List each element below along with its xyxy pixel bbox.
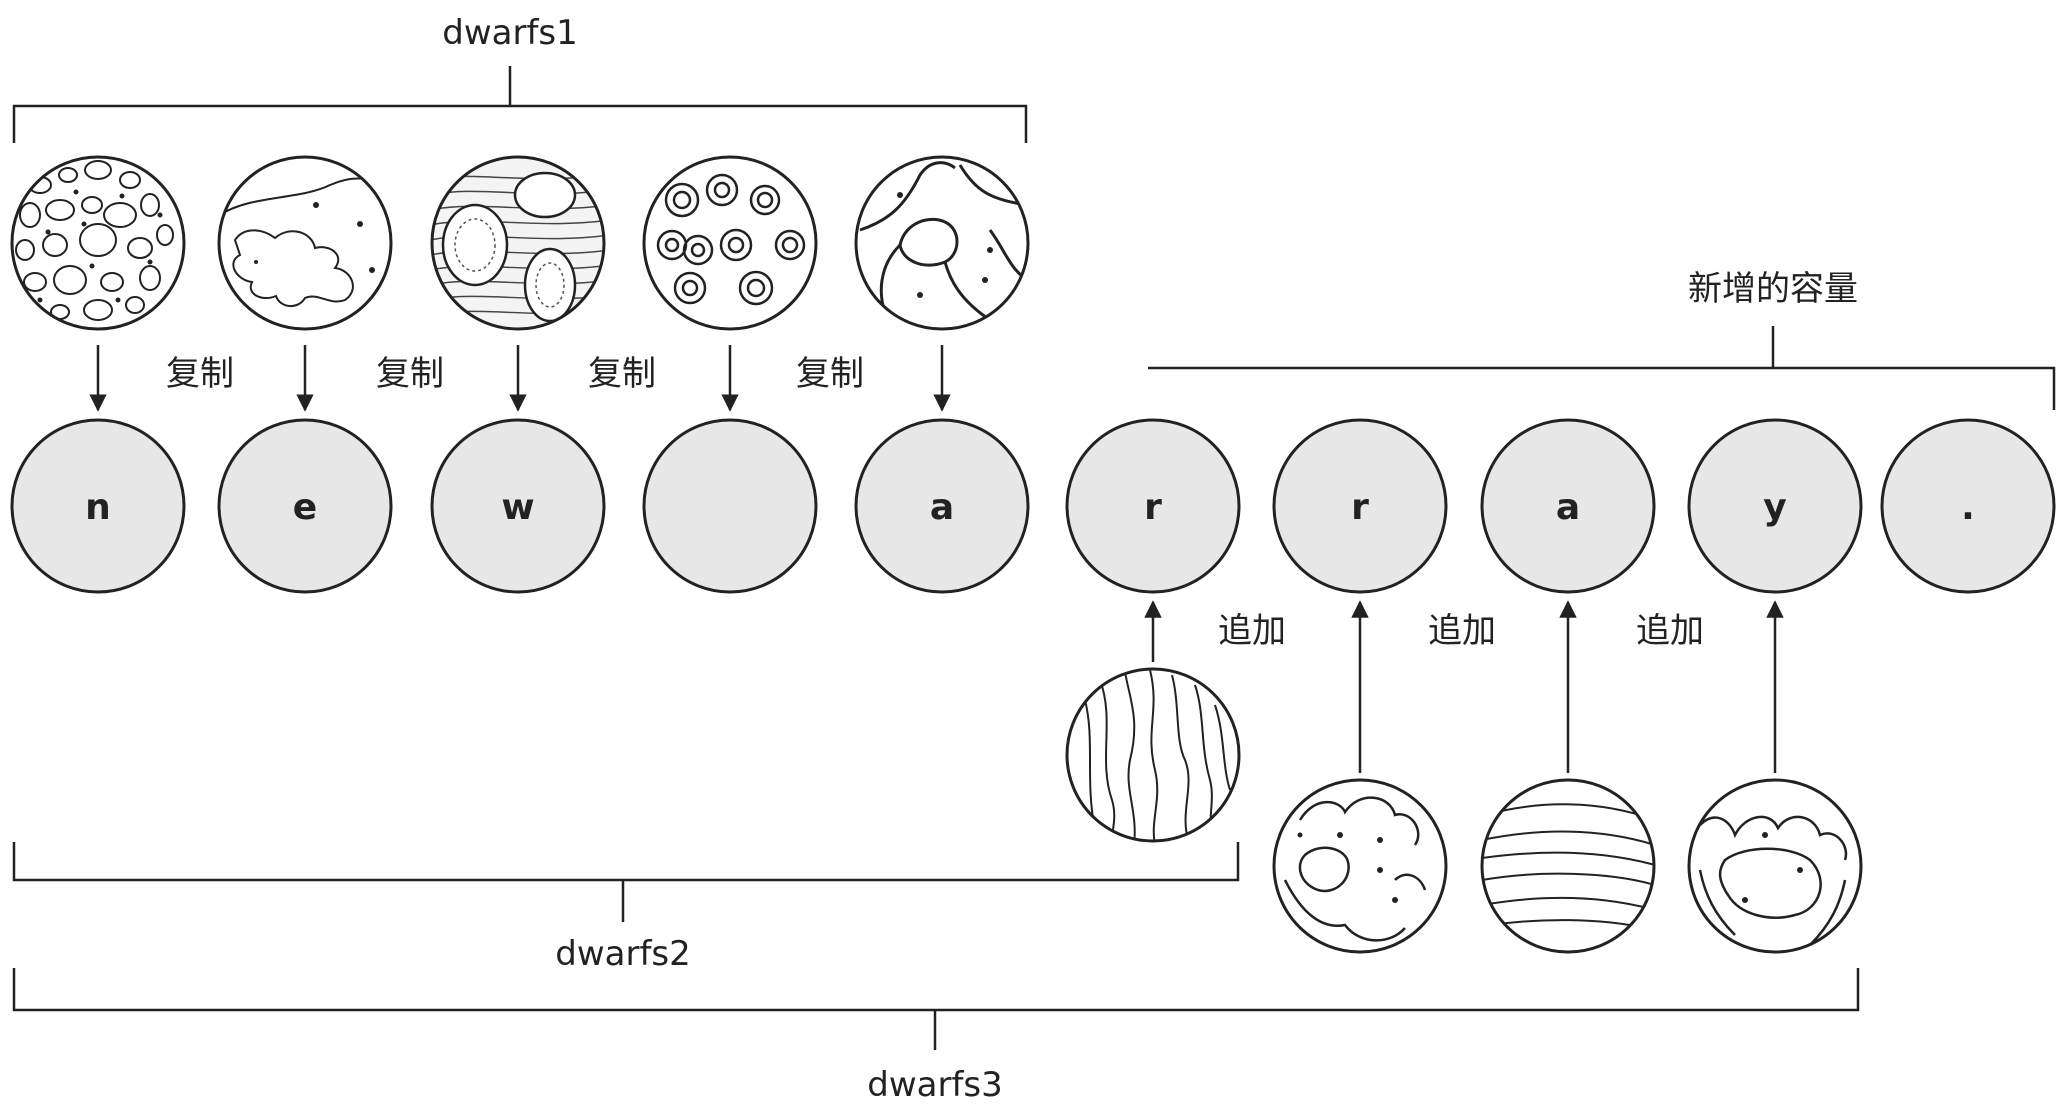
- array-slot: [642, 418, 818, 594]
- slot-circle: [854, 418, 1030, 594]
- array-slot: e: [217, 418, 393, 594]
- array-slot: a: [1480, 418, 1656, 594]
- vein-planet-icon: [856, 157, 1028, 329]
- dwarfs3-label: dwarfs3: [867, 1065, 1003, 1105]
- array-slot: w: [430, 418, 606, 594]
- island-planet-icon: [1274, 780, 1446, 952]
- dwarfs2-bracket: dwarfs2: [12, 842, 1240, 974]
- array-slot: y: [1687, 418, 1863, 594]
- dwarfs1-label: dwarfs1: [442, 13, 578, 53]
- slot-value: e: [293, 487, 317, 528]
- slot-circle: [1687, 418, 1863, 594]
- append-arrows: [1144, 600, 1784, 773]
- array-slot: r: [1272, 418, 1448, 594]
- array-slot: r: [1065, 418, 1241, 594]
- cloud-planet-icon: [219, 157, 391, 329]
- copy-arrows: [89, 345, 951, 412]
- slot-circle: [1880, 418, 2056, 594]
- append-label: 追加: [1636, 611, 1704, 651]
- slot-circle: [1272, 418, 1448, 594]
- slot-circle: [10, 418, 186, 594]
- array-slot: a: [854, 418, 1030, 594]
- slot-value: a: [1556, 487, 1580, 528]
- rock-planet-icon: [12, 157, 184, 329]
- lake-planet-icon: [1689, 780, 1861, 952]
- slot-value: r: [1144, 487, 1162, 528]
- slot-value: n: [85, 487, 111, 528]
- slot-value: r: [1351, 487, 1369, 528]
- backing-array-slots: n e w a r r a y.: [10, 418, 2056, 594]
- slot-circle: [1065, 418, 1241, 594]
- dwarfs2-label: dwarfs2: [555, 934, 691, 974]
- slot-value: .: [1961, 487, 1975, 528]
- dwarfs1-bracket: dwarfs1: [12, 13, 1028, 143]
- crater-planet-icon: [644, 157, 816, 329]
- copy-label: 复制: [376, 354, 444, 394]
- slot-value: y: [1763, 487, 1786, 528]
- append-label: 追加: [1428, 611, 1496, 651]
- copy-label: 复制: [166, 354, 234, 394]
- copy-label: 复制: [796, 354, 864, 394]
- slot-value: a: [930, 487, 954, 528]
- array-slot: .: [1880, 418, 2056, 594]
- array-slot: n: [10, 418, 186, 594]
- banded-planet-icon: [1482, 780, 1654, 952]
- slot-circle: [217, 418, 393, 594]
- copy-label: 复制: [588, 354, 656, 394]
- new-capacity-bracket: 新增的容量: [1148, 269, 2056, 410]
- dwarfs3-bracket: dwarfs3: [12, 968, 1860, 1105]
- new-capacity-label: 新增的容量: [1688, 269, 1858, 309]
- slot-circle: [430, 418, 606, 594]
- append-label: 追加: [1218, 611, 1286, 651]
- streak-planet-icon: [1067, 669, 1239, 841]
- slot-circle: [1480, 418, 1656, 594]
- slot-value: w: [501, 487, 534, 528]
- slot-circle: [642, 418, 818, 594]
